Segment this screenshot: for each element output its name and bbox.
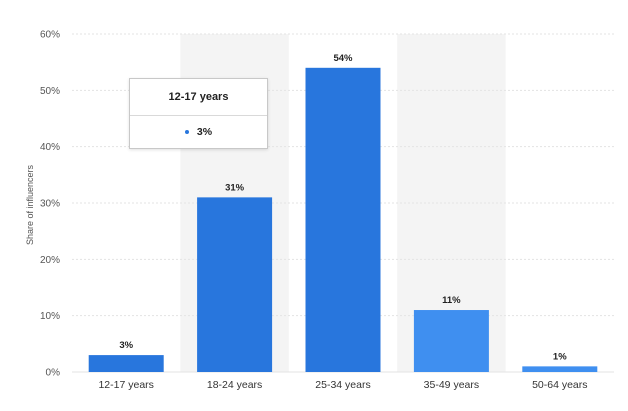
x-tick-label: 35-49 years <box>424 379 479 391</box>
y-tick-label: 50% <box>40 86 60 97</box>
x-tick-label: 50-64 years <box>532 379 587 391</box>
data-labels: 3% 31% 54% 11% 1% <box>119 53 567 363</box>
y-tick-label: 60% <box>40 30 60 41</box>
y-tick-label: 20% <box>40 255 60 266</box>
x-tick-label: 12-17 years <box>98 379 153 391</box>
y-axis-title: Share of influencers <box>25 164 35 245</box>
y-tick-label: 40% <box>40 142 60 153</box>
x-tick-label: 18-24 years <box>207 379 262 391</box>
data-label: 54% <box>333 53 353 64</box>
bar[interactable] <box>413 310 489 372</box>
bar[interactable] <box>522 366 598 372</box>
bar[interactable] <box>305 67 381 373</box>
y-tick-label: 0% <box>46 368 61 379</box>
tooltip-body: 3% <box>130 115 267 148</box>
y-tick-label: 30% <box>40 199 60 210</box>
bar-tooltip: 12-17 years 3% <box>129 78 268 149</box>
data-label: 1% <box>553 351 567 362</box>
x-tick-label: 25-34 years <box>315 379 370 391</box>
tooltip-title: 12-17 years <box>130 79 267 116</box>
data-label: 31% <box>225 182 245 193</box>
bar[interactable] <box>197 197 273 372</box>
bar[interactable] <box>88 355 164 372</box>
tooltip-value: 3% <box>196 125 213 138</box>
y-tick-label: 10% <box>40 311 60 322</box>
data-label: 11% <box>442 295 461 306</box>
data-label: 3% <box>119 340 133 351</box>
y-axis-ticks: 0% 10% 20% 30% 40% 50% 60% <box>40 30 60 379</box>
x-axis-ticks: 12-17 years 18-24 years 25-34 years 35-49 y… <box>98 379 587 391</box>
bars <box>88 67 598 373</box>
series-dot-icon <box>184 129 189 134</box>
